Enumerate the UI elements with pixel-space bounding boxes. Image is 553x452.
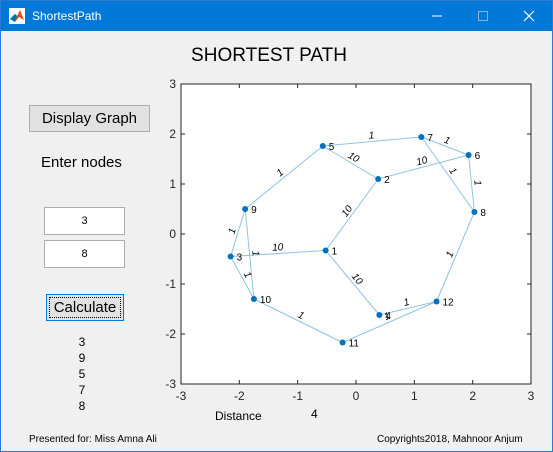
page-title: SHORTEST PATH bbox=[191, 45, 347, 66]
edge-weight-label: 1 bbox=[241, 270, 253, 280]
edge-weight-label: 1 bbox=[471, 180, 483, 187]
path-node: 5 bbox=[78, 367, 86, 381]
node-label: 5 bbox=[329, 142, 335, 153]
edge-weight-label: 1 bbox=[383, 311, 393, 323]
graph-edge bbox=[322, 136, 422, 147]
minimize-button[interactable] bbox=[414, 1, 460, 31]
distance-label: Distance bbox=[215, 409, 262, 423]
graph-node bbox=[322, 247, 329, 254]
x-tick-label: 0 bbox=[353, 389, 360, 403]
path-node: 7 bbox=[78, 383, 86, 397]
axes-box bbox=[180, 83, 532, 385]
node-label: 7 bbox=[427, 133, 433, 144]
node-label: 12 bbox=[443, 298, 455, 309]
graph-edge bbox=[325, 250, 380, 316]
calculate-button[interactable]: Calculate bbox=[46, 294, 124, 321]
x-tick-label: -3 bbox=[176, 389, 187, 403]
graph-edge bbox=[378, 154, 469, 180]
graph-node bbox=[250, 296, 257, 302]
node-label: 2 bbox=[384, 175, 390, 186]
window-title: ShortestPath bbox=[32, 9, 102, 23]
graph-edge bbox=[436, 211, 475, 302]
edge-weight-label: 10 bbox=[272, 242, 284, 254]
node-label: 3 bbox=[237, 253, 243, 264]
graph-edge bbox=[421, 136, 469, 156]
node-label: 1 bbox=[332, 247, 338, 258]
y-tick-label: -1 bbox=[165, 277, 176, 291]
close-button[interactable] bbox=[506, 1, 552, 31]
graph-node bbox=[242, 206, 249, 212]
graph-node bbox=[319, 143, 326, 149]
graph-node bbox=[471, 209, 478, 215]
edge-weight-label: 10 bbox=[346, 150, 362, 165]
x-tick-label: 2 bbox=[469, 389, 476, 403]
node-label: 4 bbox=[385, 311, 391, 322]
y-tick-label: -3 bbox=[165, 377, 176, 391]
path-node: 9 bbox=[78, 351, 86, 365]
minimize-icon bbox=[432, 15, 442, 17]
matlab-icon bbox=[9, 8, 25, 24]
graph-edge bbox=[230, 256, 255, 300]
node-label: 10 bbox=[260, 295, 272, 306]
graph-edge bbox=[325, 178, 379, 251]
graph-edge bbox=[253, 298, 343, 343]
node-label: 11 bbox=[349, 339, 360, 350]
graph-edge bbox=[244, 208, 255, 300]
graph-node bbox=[227, 253, 234, 260]
y-tick-label: 3 bbox=[169, 77, 176, 91]
graph-node bbox=[433, 298, 440, 305]
path-result-list: 3 9 5 7 8 bbox=[71, 334, 93, 414]
edge-weight-label: 1 bbox=[227, 227, 239, 236]
graph-edge bbox=[322, 145, 379, 180]
distance-value: 4 bbox=[311, 407, 318, 421]
y-tick-label: 0 bbox=[169, 227, 176, 241]
path-node: 3 bbox=[78, 335, 86, 349]
graph-node bbox=[376, 312, 383, 318]
display-graph-button[interactable]: Display Graph bbox=[29, 105, 150, 132]
graph-node bbox=[418, 134, 425, 140]
node-label: 9 bbox=[251, 205, 257, 216]
footer-copyright: Copyrights2018, Mahnoor Anjum bbox=[377, 434, 523, 445]
edge-weight-label: 1 bbox=[368, 130, 375, 141]
edge-weight-label: 1 bbox=[296, 310, 306, 322]
graph-node bbox=[465, 152, 472, 158]
y-tick-label: -2 bbox=[165, 327, 176, 341]
node-label: 8 bbox=[480, 208, 486, 219]
edge-weight-label: 10 bbox=[415, 155, 429, 169]
graph-node bbox=[375, 176, 382, 182]
graph-edge bbox=[244, 145, 324, 210]
graph-edge bbox=[230, 250, 326, 257]
title-bar[interactable]: ShortestPath bbox=[1, 1, 552, 31]
edge-weight-label: 1 bbox=[249, 250, 260, 257]
y-tick-label: 2 bbox=[169, 127, 176, 141]
graph-edge bbox=[420, 136, 475, 213]
edge-weight-label: 1 bbox=[446, 166, 458, 177]
start-node-input[interactable]: 3 bbox=[44, 207, 125, 235]
graph-edge bbox=[230, 208, 246, 257]
maximize-icon bbox=[478, 11, 488, 21]
close-icon bbox=[523, 10, 535, 22]
x-tick-label: -2 bbox=[234, 389, 245, 403]
graph-edge bbox=[379, 301, 437, 316]
edge-weight-label: 1 bbox=[444, 250, 456, 259]
x-tick-label: 1 bbox=[411, 389, 418, 403]
footer-presented-for: Presented for: Miss Amna Ali bbox=[29, 434, 157, 445]
x-tick-label: 3 bbox=[528, 389, 535, 403]
edge-weight-label: 1 bbox=[442, 135, 451, 147]
enter-nodes-label: Enter nodes bbox=[41, 154, 122, 171]
maximize-button[interactable] bbox=[460, 1, 506, 31]
node-label: 6 bbox=[475, 151, 481, 162]
y-tick-label: 1 bbox=[169, 177, 176, 191]
graph-node bbox=[339, 339, 346, 346]
graph-edge bbox=[468, 154, 475, 213]
end-node-input[interactable]: 8 bbox=[44, 240, 125, 268]
edge-weight-label: 1 bbox=[275, 167, 286, 179]
edge-weight-label: 1 bbox=[403, 297, 411, 309]
x-tick-label: -1 bbox=[292, 389, 303, 403]
path-node: 8 bbox=[78, 399, 86, 413]
graph-edge bbox=[342, 301, 437, 343]
